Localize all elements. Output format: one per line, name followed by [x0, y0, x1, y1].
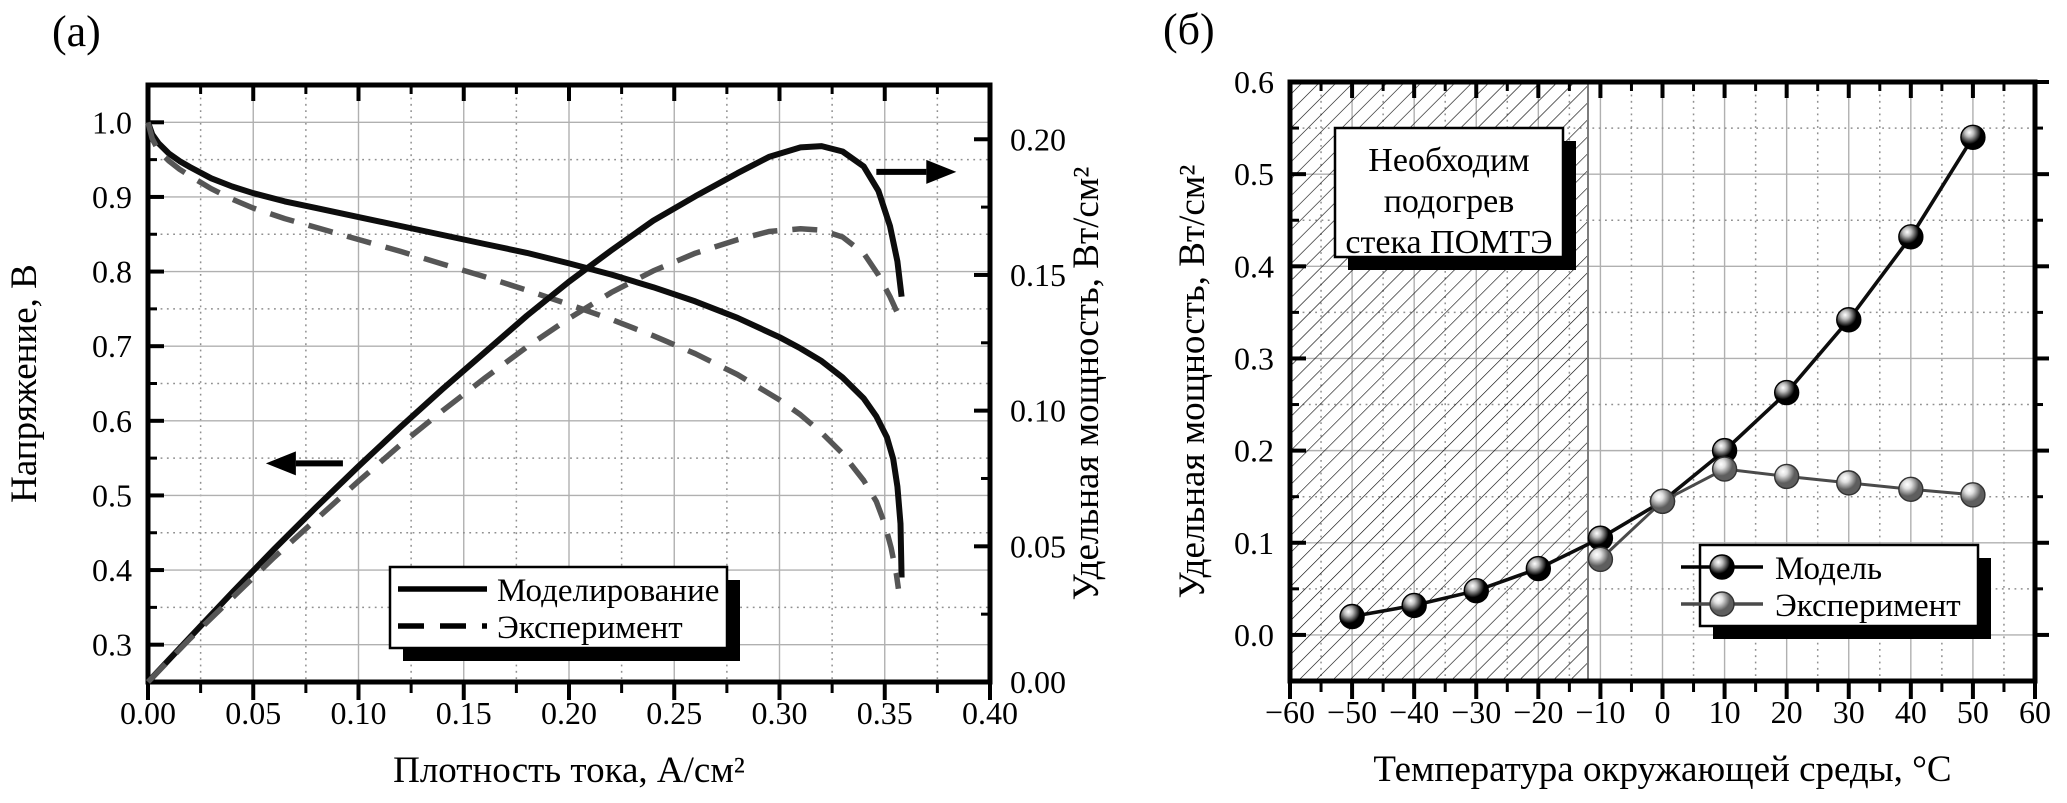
- data-point: [1525, 555, 1552, 582]
- x-tick-label: 30: [1833, 694, 1865, 730]
- data-point: [1711, 456, 1738, 482]
- x-tick-label: −60: [1265, 694, 1315, 730]
- annotation-line-1: подогрев: [1384, 183, 1515, 220]
- y-left-tick-label: 0.8: [92, 254, 132, 290]
- x-tick-label: −50: [1327, 694, 1377, 730]
- panel-b-chart: −60 −50 −40 −30 −20 −10 0 10 20 30 40 50 60 0.6 0.5 0.4…: [1172, 64, 2051, 790]
- y-left-tick-label: 0.1: [1234, 525, 1274, 561]
- power-experiment-curve: [146, 226, 900, 684]
- x-tick-label: −10: [1575, 694, 1625, 730]
- data-point: [1463, 577, 1489, 604]
- x-tick-label: −40: [1389, 694, 1439, 730]
- y-left-tick-label: 0.2: [1234, 433, 1274, 469]
- y-right-tick-label: 0.10: [1010, 393, 1066, 429]
- data-point: [1587, 525, 1614, 551]
- voltage-model-curve: [145, 121, 905, 578]
- data-point: [1773, 463, 1800, 490]
- x-tick-label: 0.35: [857, 695, 913, 731]
- y-left-tick-label: 0.6: [1234, 64, 1274, 100]
- y-left-tick-label: 0.9: [92, 179, 132, 215]
- x-tick-label: 10: [1709, 694, 1741, 730]
- x-tick-label: 0.15: [436, 695, 492, 731]
- experiment-points: [1587, 456, 1986, 573]
- data-point: [1836, 307, 1862, 333]
- y-left-tick-label: 1.0: [92, 104, 132, 140]
- series-b: [1339, 124, 1986, 630]
- data-point: [1401, 592, 1427, 619]
- y-left-tick-label: 0.6: [92, 403, 132, 439]
- ticks-a: [146, 85, 992, 700]
- annotation-box: Необходим подогрев стека ПОМТЭ: [1333, 126, 1576, 270]
- x-axis-title-a: Плотность тока, А/см²: [393, 750, 745, 791]
- x-tick-label: −30: [1451, 694, 1501, 730]
- data-point: [1898, 224, 1924, 250]
- x-tick-label: 0.30: [752, 695, 808, 731]
- y-left-tick-label: 0.3: [92, 627, 132, 663]
- ticks-b: [1288, 80, 2049, 699]
- x-tick-label: 0.05: [225, 695, 281, 731]
- x-tick-label: 0.40: [962, 695, 1018, 731]
- y-left-tick-label: 0.4: [92, 552, 132, 588]
- panel-a-label: (а): [52, 7, 101, 56]
- voltage-experiment-curve: [145, 121, 902, 590]
- y-right-tick-label: 0.15: [1010, 257, 1066, 293]
- power-model-curve: [145, 143, 905, 685]
- data-point: [1339, 603, 1365, 630]
- y-left-tick-label: 0.3: [1234, 340, 1274, 376]
- data-point: [1773, 379, 1800, 406]
- y-left-axis-title-a: Напряжение, В: [4, 264, 45, 503]
- y-right-tick-label: 0.00: [1010, 664, 1066, 700]
- annotation-line-2: стека ПОМТЭ: [1345, 224, 1552, 261]
- data-point: [1649, 488, 1676, 514]
- panel-b-label: (б): [1163, 5, 1215, 54]
- x-tick-label: 60: [2019, 694, 2051, 730]
- data-point: [1898, 476, 1924, 503]
- legend-a-label-1: Эксперимент: [497, 610, 683, 646]
- y-left-tick-label: 0.0: [1234, 617, 1274, 653]
- y-left-tick-label: 0.5: [1234, 156, 1274, 192]
- x-tick-label: 0.20: [541, 695, 597, 731]
- legend-b-label-0: Модель: [1775, 551, 1882, 587]
- x-tick-label: 40: [1895, 694, 1927, 730]
- tick-labels-b: −60 −50 −40 −30 −20 −10 0 10 20 30 40 50 60 0.6 0.5 0.4…: [1234, 64, 2051, 730]
- legend-b-marker-0: [1709, 554, 1735, 580]
- y-left-tick-label: 0.4: [1234, 248, 1274, 284]
- x-tick-label: 0.25: [646, 695, 702, 731]
- legend-a-label-0: Моделирование: [497, 573, 719, 609]
- y-right-tick-label: 0.05: [1010, 528, 1066, 564]
- panel-a-chart: 0.00 0.05 0.10 0.15 0.20 0.25 0.30 0.35 0.40 1.0 0…: [4, 82, 1107, 791]
- legend-b-marker-1: [1709, 591, 1735, 617]
- data-point: [1960, 124, 1986, 150]
- y-right-tick-label: 0.20: [1010, 121, 1066, 157]
- x-axis-title-b: Температура окружающей среды, °С: [1373, 749, 1951, 790]
- x-tick-label: −20: [1513, 694, 1563, 730]
- data-point: [1587, 546, 1614, 573]
- right-axis-arrow: [876, 159, 957, 184]
- y-right-axis-title-a: Удельная мощность, Вт/см²: [1066, 167, 1107, 601]
- data-point: [1960, 482, 1986, 508]
- data-point: [1836, 470, 1862, 496]
- legend-b-label-1: Эксперимент: [1775, 588, 1961, 624]
- annotation-line-0: Необходим: [1368, 142, 1529, 179]
- series-a: [145, 121, 905, 685]
- grid-a: [148, 85, 990, 682]
- x-tick-label: 50: [1957, 694, 1989, 730]
- x-tick-label: 0.00: [120, 695, 176, 731]
- y-left-tick-label: 0.7: [92, 328, 132, 364]
- x-tick-label: 20: [1771, 694, 1803, 730]
- x-tick-label: 0: [1655, 694, 1671, 730]
- x-tick-label: 0.10: [331, 695, 387, 731]
- y-left-axis-title-b: Удельная мощность, Вт/см²: [1172, 165, 1213, 599]
- left-axis-arrow: [265, 451, 343, 476]
- y-left-tick-label: 0.5: [92, 477, 132, 513]
- tick-labels-a: 0.00 0.05 0.10 0.15 0.20 0.25 0.30 0.35 0.40 1.0 0…: [92, 104, 1066, 731]
